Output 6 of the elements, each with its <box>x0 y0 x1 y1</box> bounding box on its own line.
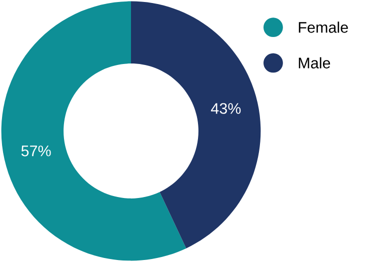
data-label: 57% <box>21 146 51 156</box>
data-label: 43% <box>210 103 241 114</box>
donut-slice <box>131 1 261 248</box>
legend-label: Female <box>298 22 348 33</box>
legend-label: Male <box>298 57 330 68</box>
donut-slice <box>1 1 186 261</box>
